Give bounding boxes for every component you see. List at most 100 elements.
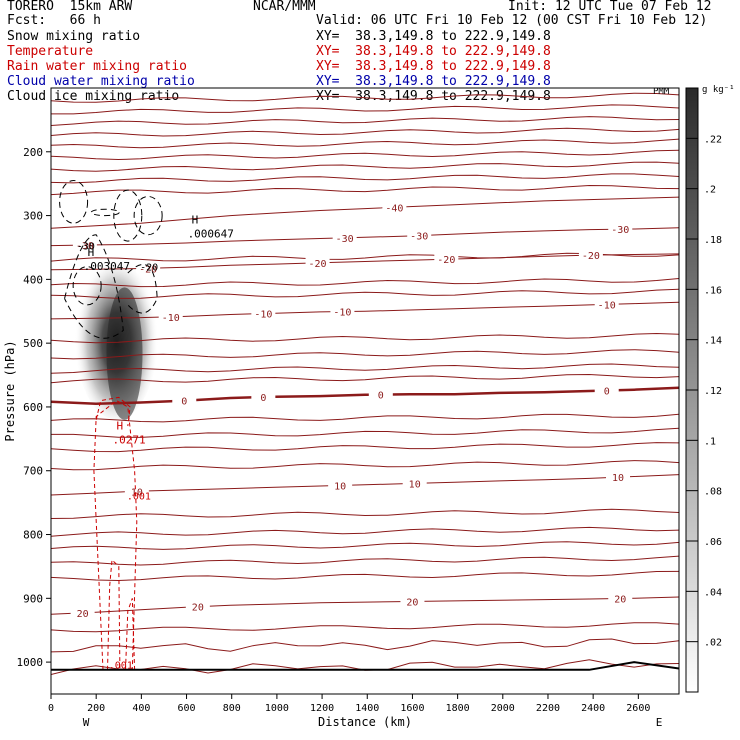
x-tick-label: 1800 (446, 703, 470, 714)
snow-contour-label: -30 (77, 242, 95, 253)
isotherm-label: 10 (612, 473, 624, 484)
isotherm-label: 20 (77, 609, 89, 620)
minor-isotherm (51, 526, 679, 537)
x-tick-label: 1400 (355, 703, 379, 714)
x-tick-label: 1200 (310, 703, 334, 714)
field-snow-name: Snow mixing ratio (7, 29, 141, 44)
x-tick-label: 0 (48, 703, 54, 714)
minor-isotherm (51, 427, 679, 438)
y-tick-label: 300 (23, 210, 43, 223)
field-temperature-name: Temperature (7, 44, 94, 59)
colorbar-tick-label: .22 (704, 134, 722, 145)
colorbar-tick-label: .04 (704, 587, 722, 598)
isotherm--40 (51, 196, 679, 229)
colorbar-tick-label: .02 (704, 638, 722, 649)
minor-isotherm (51, 332, 679, 344)
rain-max-value: .0271 (113, 434, 146, 447)
isotherm-label-bg (608, 592, 633, 604)
x-left-end-label: W (83, 716, 90, 729)
minor-isotherm (51, 638, 679, 653)
colorbar-unit: g kg⁻¹ (702, 85, 735, 95)
rain-contour (95, 396, 131, 427)
x-tick-label: 2600 (626, 703, 650, 714)
init-time: Init: 12 UTC Tue 07 Feb 12 (508, 0, 712, 14)
minor-isotherm (51, 173, 679, 184)
field-cloud-water-name: Cloud water mixing ratio (7, 74, 195, 89)
x-tick-label: 400 (132, 703, 150, 714)
isotherm-label: 20 (406, 597, 418, 608)
x-tick-label: 1600 (400, 703, 424, 714)
cloud-ice-contour (113, 189, 143, 242)
isotherm-label: -10 (598, 300, 616, 311)
isotherm-label-bg (136, 262, 161, 274)
isotherm-label: 10 (334, 481, 346, 492)
model-title: TORERO 15km ARW (7, 0, 133, 14)
isotherm-label: 0 (181, 397, 187, 408)
minor-isotherm (51, 138, 679, 149)
minor-isotherm (51, 508, 679, 519)
org-title: NCAR/MMM (253, 0, 316, 14)
colorbar-tick-label: .1 (704, 436, 716, 447)
isotherm-label-bg (368, 388, 393, 400)
minor-isotherm (51, 555, 679, 566)
isotherm-label: -20 (309, 259, 327, 270)
minor-isotherm (51, 149, 679, 161)
x-tick-label: 800 (223, 703, 241, 714)
colorbar-tick-label: .06 (704, 537, 722, 548)
plot-frame (50, 87, 680, 695)
corner-mark: PMM (653, 87, 670, 97)
isotherm-label: -30 (611, 225, 629, 236)
colorbar-tick-label: .2 (704, 185, 716, 196)
field-snow-xy: XY= 38.3,149.8 to 222.9,149.8 (316, 29, 551, 44)
isotherm-label: 0 (604, 387, 610, 398)
isotherm-label: -20 (437, 255, 455, 266)
isotherm-label-bg (172, 394, 197, 406)
isotherm-label-bg (158, 310, 183, 322)
minor-isotherm (51, 659, 679, 675)
isotherm-label-bg (606, 471, 631, 483)
ice-max-H: H (88, 246, 95, 259)
isotherm--10 (51, 301, 679, 320)
isotherm-label-bg (185, 600, 210, 612)
cloud-ice-contour (72, 266, 102, 306)
minor-isotherm (51, 442, 679, 453)
forecast-hour: Fcst: 66 h (7, 13, 101, 28)
x-axis-label: Distance (km) (318, 715, 412, 729)
isotherm-label: -30 (76, 241, 94, 252)
minor-isotherm (51, 363, 679, 374)
field-cloud-water-xy: XY= 38.3,149.8 to 222.9,149.8 (316, 74, 551, 89)
y-tick-label: 900 (23, 592, 43, 605)
cloud-ice-contour (127, 263, 158, 314)
isotherm-label-bg (330, 305, 355, 317)
field-cloud-ice-name: Cloud ice mixing ratio (7, 89, 180, 104)
cloud-ice-contour (90, 208, 120, 217)
ice-max-value: .003047 (84, 260, 130, 273)
isotherm-label-bg (402, 477, 427, 489)
rain-max-H: H (117, 420, 124, 433)
colorbar-tick-label: .14 (704, 336, 722, 347)
y-tick-label: 500 (23, 337, 43, 350)
colorbar-tick-label: .08 (704, 487, 722, 498)
minor-isotherm (51, 373, 679, 384)
isotherm-label-bg (578, 249, 603, 261)
minor-isotherm (51, 349, 679, 360)
rain-contour (125, 598, 136, 670)
isotherm-label-bg (251, 307, 276, 319)
rain-contour (107, 558, 121, 670)
isotherm-label: -20 (582, 251, 600, 262)
minor-isotherm (51, 278, 679, 288)
isotherm--30 (51, 227, 679, 247)
isotherm-label: 20 (614, 595, 626, 606)
isotherm-label: 20 (192, 603, 204, 614)
isotherm-label: 10 (131, 487, 143, 498)
snow-shading-core (106, 287, 143, 420)
rain-contour-label: .001 (127, 491, 151, 502)
isotherm-label: 10 (409, 479, 421, 490)
x-tick-label: 1000 (265, 703, 289, 714)
y-tick-label: 200 (23, 146, 43, 159)
colorbar-tick-label: .18 (704, 235, 722, 246)
minor-isotherm (51, 92, 679, 103)
minor-isotherm (51, 127, 679, 137)
terrain-line (51, 661, 679, 671)
isotherm-label: -10 (254, 310, 272, 321)
